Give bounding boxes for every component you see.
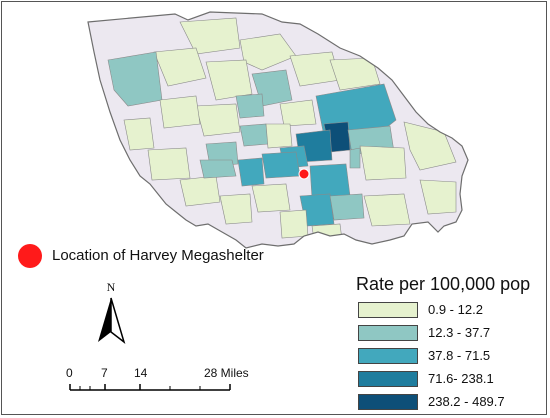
- tract: [239, 123, 269, 147]
- scale-tick-label: 14: [134, 366, 148, 380]
- tract: [179, 175, 221, 207]
- legend-swatch: [358, 348, 418, 364]
- tract: [329, 57, 381, 91]
- legend-label: 12.3 - 37.7: [428, 325, 491, 340]
- shelter-label: Location of Harvey Megashelter: [52, 247, 264, 264]
- tract: [265, 123, 293, 149]
- legend-label: 238.2 - 489.7: [428, 394, 505, 409]
- tract: [235, 93, 265, 119]
- tract: [419, 179, 457, 215]
- shelter-dot-icon: [18, 244, 42, 268]
- tract: [329, 193, 365, 221]
- legend-swatch: [358, 394, 418, 410]
- tract: [261, 151, 301, 179]
- tract: [123, 117, 155, 151]
- scale-bar-graphic: [69, 384, 231, 391]
- tract: [349, 147, 361, 169]
- legend-swatch: [358, 325, 418, 341]
- legend-label: 71.6- 238.1: [428, 371, 494, 386]
- tract: [179, 17, 241, 55]
- north-arrow: N: [96, 280, 126, 346]
- tracts-layer: [107, 17, 457, 241]
- tract: [159, 95, 201, 129]
- tract: [359, 145, 407, 181]
- tract: [239, 33, 297, 71]
- tract: [219, 193, 253, 225]
- tract: [107, 51, 163, 107]
- tract: [195, 103, 241, 137]
- tract: [205, 59, 253, 101]
- scale-tick-label: 0: [66, 366, 73, 380]
- tract: [363, 193, 411, 227]
- megashelter-marker: [298, 168, 310, 180]
- north-arrow-icon: [98, 297, 126, 345]
- tract: [199, 159, 237, 179]
- scale-tick-label: 7: [101, 366, 108, 380]
- legend-title: Rate per 100,000 pop: [356, 274, 531, 294]
- scale-tick-label: 28 Miles: [204, 366, 249, 380]
- tract: [153, 47, 207, 87]
- tract: [237, 157, 265, 187]
- legend-label: 0.9 - 12.2: [428, 302, 483, 317]
- tract: [279, 209, 309, 239]
- tract: [147, 147, 191, 181]
- legend-swatch: [358, 302, 418, 318]
- legend-swatch: [358, 371, 418, 387]
- tract: [279, 99, 317, 127]
- tract: [309, 163, 351, 199]
- tract: [251, 183, 291, 213]
- north-label: N: [106, 280, 116, 294]
- legend-label: 37.8 - 71.5: [428, 348, 491, 363]
